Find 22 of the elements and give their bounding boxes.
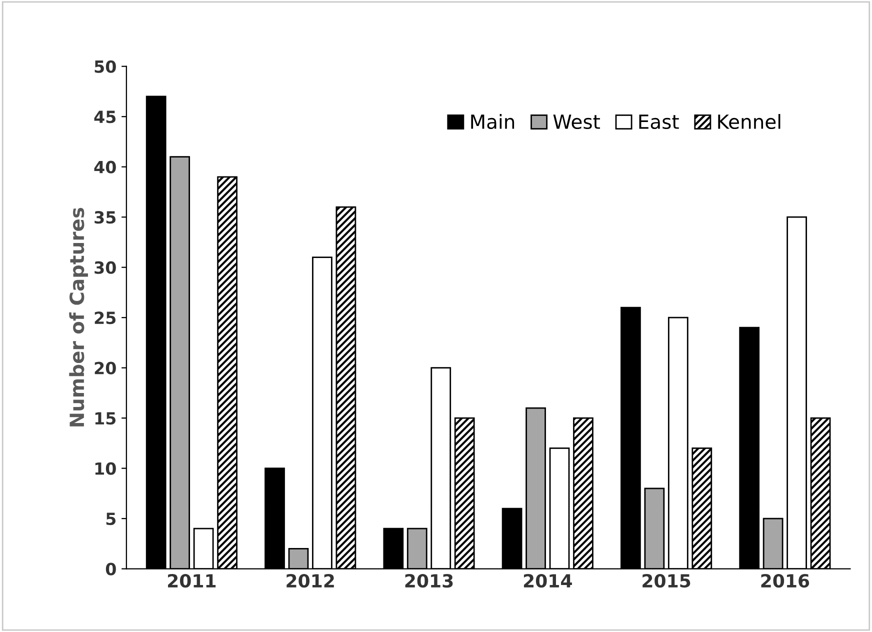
y-tick-label: 20 [94, 362, 116, 374]
y-tick-label: 15 [95, 412, 116, 425]
x-tick-label: 2014 [524, 574, 572, 588]
y-axis-title: Number of Captures [69, 208, 88, 426]
y-tick-label: 40 [94, 160, 116, 174]
y-tick-label: 30 [94, 261, 116, 274]
y-tick-label: 0 [106, 562, 116, 576]
legend-label: Main [471, 114, 514, 130]
legend-label: West [553, 114, 600, 130]
x-tick-label: 2012 [286, 574, 334, 588]
x-tick-label: 2013 [405, 574, 453, 588]
legend-label: East [639, 114, 679, 130]
y-tick-label: 50 [94, 60, 116, 73]
y-tick-label: 5 [106, 512, 116, 526]
x-tick-label: 2015 [642, 574, 690, 588]
x-tick-label: 2016 [761, 574, 810, 588]
y-tick-label: 10 [95, 462, 116, 475]
legend-label: Kennel [718, 114, 780, 130]
y-tick-label: 45 [94, 110, 116, 124]
y-tick-label: 35 [94, 211, 116, 224]
x-tick-label: 2011 [168, 574, 216, 588]
y-tick-label: 25 [94, 312, 116, 324]
